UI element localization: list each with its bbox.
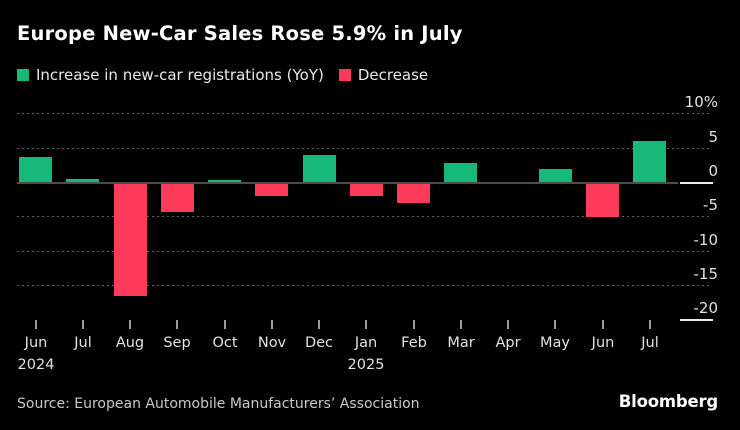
y-axis-label: 10% (684, 93, 718, 111)
y-axis-label: -5 (703, 196, 718, 214)
gridline (17, 251, 712, 252)
chart-bar (539, 169, 572, 182)
y-axis-label: -20 (693, 299, 719, 317)
x-axis-label: Sep (163, 335, 191, 351)
x-axis-tick (460, 320, 462, 329)
chart-bar (633, 141, 666, 182)
chart-bar (66, 179, 99, 182)
x-axis-label: Jun (24, 335, 48, 351)
x-axis-label: Feb (401, 335, 427, 351)
x-axis-tick (318, 320, 320, 329)
chart-legend: Increase in new-car registrations (YoY) … (17, 66, 428, 84)
legend-item-decrease: Decrease (338, 66, 429, 84)
x-axis-tick (649, 320, 651, 329)
x-axis-label: May (540, 335, 570, 351)
x-axis-tick (602, 320, 604, 329)
x-axis-tick (176, 320, 178, 329)
chart-title: Europe New-Car Sales Rose 5.9% in July (17, 22, 463, 45)
x-axis-label: Jul (74, 335, 92, 351)
x-axis-tick (271, 320, 273, 329)
decrease-swatch-icon (338, 69, 351, 81)
chart-bar (208, 180, 241, 182)
y-axis-label: 5 (708, 128, 718, 146)
increase-swatch-icon (17, 69, 29, 81)
y-axis-label: -10 (693, 231, 719, 249)
x-axis-label: Jun (591, 335, 615, 351)
gridline (17, 148, 712, 149)
x-axis-label: Mar (447, 335, 475, 351)
y-axis-label: 0 (708, 162, 718, 180)
x-axis-tick (224, 320, 226, 329)
chart-bar (114, 182, 147, 296)
x-axis-tick (413, 320, 415, 329)
zero-axis-segment (680, 182, 713, 184)
y-axis-label: -15 (693, 265, 719, 283)
zero-line (17, 182, 678, 184)
chart-bar (397, 182, 430, 203)
bloomberg-logo: Bloomberg (618, 392, 718, 411)
x-axis-tick (129, 320, 131, 329)
chart-bar (586, 182, 619, 217)
x-axis-tick (554, 320, 556, 329)
x-axis-label: Jan (354, 335, 378, 351)
x-axis-year-label: 2025 (347, 357, 385, 373)
legend-item-increase: Increase in new-car registrations (YoY) (17, 66, 324, 84)
gridline (17, 113, 712, 114)
gridline (17, 216, 712, 217)
x-axis-label: Apr (495, 335, 521, 351)
x-axis-label: Nov (257, 335, 287, 351)
x-axis-tick (365, 320, 367, 329)
x-axis-tick (35, 320, 37, 329)
x-axis-tick (507, 320, 509, 329)
x-axis-label: Dec (304, 335, 334, 351)
chart-bar (350, 182, 383, 196)
x-axis-year-label: 2024 (17, 357, 55, 373)
x-axis-label: Jul (641, 335, 659, 351)
x-axis-label: Aug (115, 335, 145, 351)
chart-bar (444, 163, 477, 182)
chart-bar (19, 157, 52, 182)
x-axis-tick (82, 320, 84, 329)
chart-bar (303, 155, 336, 182)
chart-bar (255, 182, 288, 196)
gridline (17, 285, 712, 286)
legend-label-decrease: Decrease (357, 66, 429, 84)
chart-bar (161, 182, 194, 212)
x-axis-label: Oct (212, 335, 238, 351)
legend-label-increase: Increase in new-car registrations (YoY) (36, 66, 324, 84)
bottom-axis-segment (680, 319, 713, 321)
source-credit: Source: European Automobile Manufacturer… (17, 396, 420, 412)
